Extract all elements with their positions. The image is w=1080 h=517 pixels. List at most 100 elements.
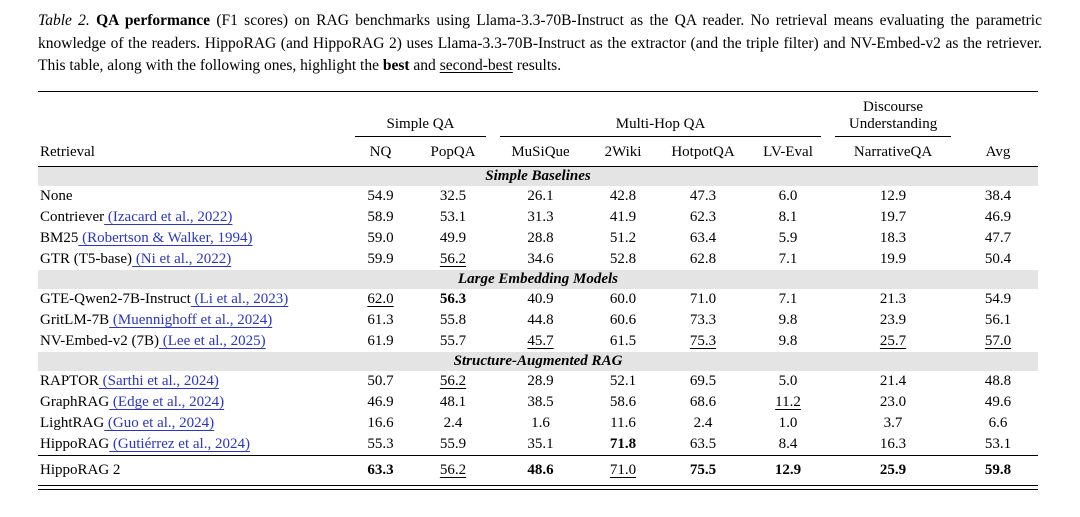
score-cell: 73.3	[689, 312, 717, 329]
score-cell: 71.8	[609, 436, 637, 453]
score-cell: 55.3	[367, 436, 394, 453]
score-cell: 46.9	[984, 209, 1012, 226]
method-cell: GritLM-7B (Muennighoff et al., 2024)	[38, 310, 348, 331]
method-name: GritLM-7B	[40, 312, 110, 329]
score-cell: 21.3	[879, 291, 907, 308]
method-name: BM25	[40, 230, 79, 247]
score-cell: 53.1	[439, 209, 467, 226]
score-cell: 62.0	[367, 291, 394, 308]
column-header-retrieval: Retrieval	[38, 137, 348, 168]
column-header-lv-eval: LV-Eval	[748, 137, 829, 168]
column-header-nq: NQ	[348, 137, 413, 168]
citation-link[interactable]: (Robertson & Walker, 1994)	[78, 230, 253, 247]
citation-link[interactable]: (Gutiérrez et al., 2024)	[109, 436, 250, 453]
score-cell: 62.8	[689, 251, 717, 268]
column-header-narrativeqa: NarrativeQA	[828, 137, 959, 168]
citation-link[interactable]: (Ni et al., 2022)	[132, 251, 232, 268]
group-header-simple-qa: Simple QA	[348, 91, 493, 137]
method-cell: HippoRAG 2	[38, 455, 348, 487]
method-cell: LightRAG (Guo et al., 2024)	[38, 413, 348, 434]
method-cell: GTR (T5-base) (Ni et al., 2022)	[38, 249, 348, 270]
score-cell: 16.6	[367, 415, 394, 432]
score-cell: 5.9	[778, 230, 798, 247]
section-title: Simple Baselines	[38, 166, 1039, 187]
score-cell: 12.9	[879, 188, 907, 205]
column-header-musique: MuSiQue	[493, 137, 589, 168]
score-cell: 69.5	[689, 373, 717, 390]
score-cell: 58.6	[609, 394, 637, 411]
score-cell: 11.2	[775, 394, 801, 411]
score-cell: 50.4	[984, 251, 1012, 268]
score-cell: 18.3	[879, 230, 907, 247]
column-header-row: Retrieval NQ PopQA MuSiQue 2Wiki HotpotQ…	[38, 137, 1039, 168]
caption-second-best-word: second-best	[439, 57, 513, 75]
score-cell: 1.0	[778, 415, 798, 432]
section-title: Large Embedding Models	[38, 270, 1039, 290]
citation-link[interactable]: (Li et al., 2023)	[190, 291, 289, 308]
score-cell: 63.3	[348, 455, 413, 487]
score-cell: 40.9	[527, 291, 554, 308]
score-cell: 71.0	[588, 455, 659, 487]
citation-link[interactable]: (Guo et al., 2024)	[104, 415, 215, 432]
score-cell: 25.9	[828, 455, 959, 487]
caption-end-text: results.	[512, 57, 562, 75]
section-header-row: Large Embedding Models	[38, 270, 1039, 290]
score-cell: 52.8	[609, 251, 637, 268]
score-cell: 52.1	[609, 373, 637, 390]
score-cell: 48.1	[439, 394, 467, 411]
score-cell: 7.1	[778, 251, 798, 268]
score-cell: 68.6	[689, 394, 717, 411]
score-cell: 23.0	[879, 394, 907, 411]
score-cell: 47.7	[984, 230, 1012, 247]
method-cell: RAPTOR (Sarthi et al., 2024)	[38, 371, 348, 392]
bottom-rule	[38, 485, 1039, 491]
method-row: HippoRAG (Gutiérrez et al., 2024) 55.3 55.…	[38, 434, 1038, 456]
paper-page: Table 2. QA performance (F1 scores) on R…	[38, 10, 1042, 491]
citation-link[interactable]: (Lee et al., 2025)	[159, 333, 266, 350]
group-header-multi-hop-qa: Multi-Hop QA	[493, 91, 828, 137]
method-row: BM25 (Robertson & Walker, 1994) 59.0 49.9 2…	[38, 228, 1038, 249]
citation-link[interactable]: (Muennighoff et al., 2024)	[109, 312, 273, 329]
score-cell: 38.4	[984, 188, 1012, 205]
caption-body: (F1 scores) on RAG benchmarks using Llam…	[38, 12, 1042, 75]
group-spacer-retrieval	[38, 91, 348, 137]
citation-link[interactable]: (Edge et al., 2024)	[109, 394, 225, 411]
section-title: Structure-Augmented RAG	[38, 352, 1039, 372]
column-header-avg: Avg	[958, 137, 1039, 168]
score-cell: 55.9	[439, 436, 467, 453]
method-row: LightRAG (Guo et al., 2024) 16.6 2.4 1.6 11.…	[38, 413, 1038, 434]
score-cell: 32.5	[439, 188, 467, 205]
score-cell: 63.4	[689, 230, 717, 247]
method-name: None	[40, 188, 73, 205]
score-cell: 59.0	[367, 230, 394, 247]
score-cell: 2.4	[693, 415, 713, 432]
score-cell: 1.6	[531, 415, 550, 432]
group-header-discourse-understanding: Discourse Understanding	[828, 91, 958, 137]
method-cell: GraphRAG (Edge et al., 2024)	[38, 392, 348, 413]
score-cell: 59.8	[958, 455, 1039, 487]
method-name: GraphRAG	[40, 394, 110, 411]
score-cell: 49.6	[984, 394, 1012, 411]
score-cell: 31.3	[527, 209, 554, 226]
score-cell: 41.9	[609, 209, 637, 226]
score-cell: 8.1	[778, 209, 798, 226]
score-cell: 71.0	[689, 291, 717, 308]
score-cell: 47.3	[689, 188, 717, 205]
score-cell: 19.7	[879, 209, 907, 226]
score-cell: 21.4	[879, 373, 907, 390]
score-cell: 34.6	[527, 251, 554, 268]
score-cell: 61.3	[367, 312, 394, 329]
citation-link[interactable]: (Sarthi et al., 2024)	[98, 373, 219, 390]
citation-link[interactable]: (Izacard et al., 2022)	[104, 209, 233, 226]
method-row: Contriever (Izacard et al., 2022) 58.9 53.…	[38, 207, 1038, 228]
method-name: NV-Embed-v2 (7B)	[40, 333, 160, 350]
table-caption: Table 2. QA performance (F1 scores) on R…	[38, 10, 1042, 78]
group-spacer-avg	[958, 91, 1038, 137]
score-cell: 56.2	[413, 455, 494, 487]
score-cell: 28.8	[527, 230, 554, 247]
score-cell: 56.2	[439, 251, 467, 268]
score-cell: 50.7	[367, 373, 394, 390]
score-cell: 7.1	[778, 291, 798, 308]
score-cell: 75.3	[689, 333, 717, 350]
score-cell: 60.0	[609, 291, 637, 308]
